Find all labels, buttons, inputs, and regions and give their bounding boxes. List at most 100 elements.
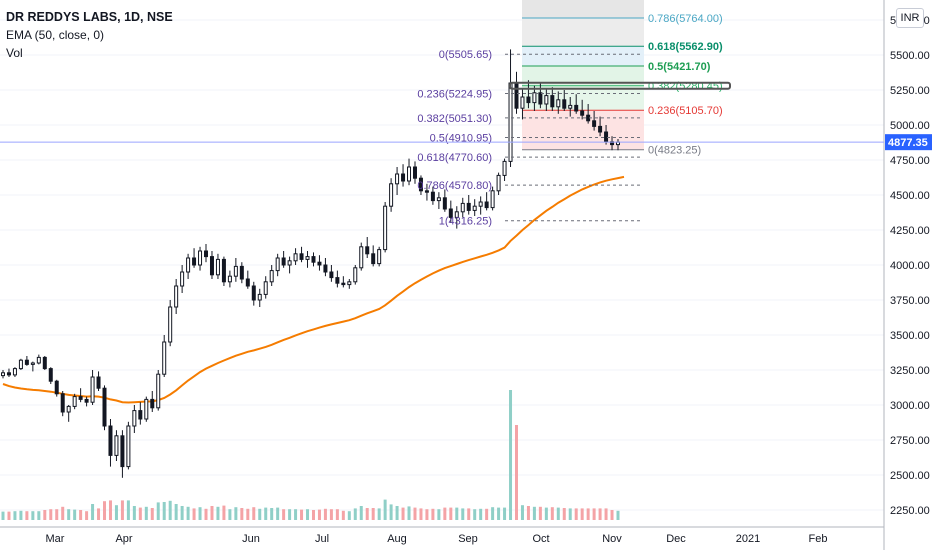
candle [275, 253, 280, 277]
candle-body [168, 306, 173, 343]
volume-bar [19, 510, 23, 520]
volume-legend[interactable]: Vol [6, 46, 23, 60]
candle [383, 202, 388, 253]
candle-body [108, 425, 113, 456]
candle-body [592, 120, 597, 127]
candle [36, 354, 41, 365]
candle-body [556, 99, 561, 108]
candle [371, 245, 376, 267]
price-tick-label: 2750.00 [890, 435, 930, 447]
candle-body [126, 425, 131, 468]
volume-bar [7, 511, 11, 520]
volume-bar [401, 507, 405, 520]
time-tick-label: Aug [387, 533, 407, 545]
candle-body [120, 435, 125, 468]
volume-bar [485, 508, 489, 520]
candle-body [198, 250, 203, 266]
volume-bar [329, 509, 333, 520]
candle-body [323, 264, 328, 273]
candle [442, 189, 447, 212]
currency-badge[interactable]: INR [896, 8, 924, 28]
candle [251, 281, 256, 306]
candle-body [1, 372, 5, 377]
volume-bar [228, 509, 232, 520]
candle-body [245, 278, 250, 287]
time-tick-label: Feb [809, 533, 828, 545]
volume-bar [574, 508, 578, 520]
candle [335, 270, 340, 288]
candle-body [150, 398, 155, 409]
candle [1, 370, 5, 379]
volume-bar [532, 506, 536, 520]
candle [102, 385, 107, 431]
candle [317, 255, 322, 271]
volume-bar [258, 508, 262, 520]
candle-body [407, 166, 412, 182]
candle [96, 371, 101, 391]
candle-body [287, 260, 292, 266]
candle-body [526, 96, 531, 104]
candle [502, 158, 507, 181]
candle [126, 421, 131, 470]
candle-body [114, 435, 119, 456]
highlight-rectangle [509, 81, 731, 90]
volume-bar [276, 507, 280, 520]
candle [287, 256, 292, 274]
candle [389, 178, 394, 212]
volume-bar [604, 508, 608, 520]
volume-bar [25, 511, 29, 520]
candle-body [365, 246, 370, 255]
candle [162, 335, 167, 377]
candle [108, 419, 113, 467]
candle [424, 183, 429, 201]
candle-body [568, 104, 573, 109]
symbol-title[interactable]: DR REDDYS LABS, 1D, NSE [6, 10, 173, 24]
candle [90, 370, 95, 405]
candle-body [430, 191, 435, 202]
candle-body [257, 293, 262, 301]
candle-body [299, 253, 304, 260]
candle-body [442, 197, 447, 210]
candle [144, 396, 149, 422]
candle-body [30, 362, 35, 365]
candle-body [389, 183, 394, 207]
candle [84, 396, 89, 407]
candle-body [102, 387, 107, 427]
volume-bar [568, 508, 572, 520]
candle-body [544, 95, 549, 105]
volume-bar [359, 506, 363, 520]
volume-bar [371, 508, 375, 520]
price-tick-label: 3500.00 [890, 330, 930, 342]
volume-bars [1, 390, 620, 520]
candle [484, 192, 489, 211]
volume-bar [473, 509, 477, 520]
candle-body [204, 250, 209, 258]
candle [215, 253, 220, 279]
volume-bar [294, 509, 298, 520]
candle-body [6, 372, 11, 376]
fib-left-label: 0.5(4910.95) [430, 132, 492, 144]
candle [54, 379, 59, 397]
volume-bar [431, 508, 435, 520]
volume-bar [562, 508, 566, 520]
candle [311, 252, 316, 267]
candle [42, 356, 47, 370]
candle-body [335, 277, 340, 284]
candle-body [448, 208, 453, 218]
ema-legend[interactable]: EMA (50, close, 0) [6, 28, 105, 42]
volume-bar [198, 507, 202, 520]
candle-body [424, 190, 429, 193]
volume-bar [550, 507, 554, 520]
candle-body [275, 257, 280, 272]
fib-right-label: 0.786(5764.00) [648, 13, 723, 25]
candle [204, 244, 209, 263]
candle-body [227, 275, 232, 283]
fib-left-label: 0.618(4770.60) [417, 152, 492, 164]
volume-bar [55, 509, 59, 520]
fib-band [522, 110, 644, 150]
candle-body [466, 202, 471, 211]
candle [454, 206, 459, 229]
